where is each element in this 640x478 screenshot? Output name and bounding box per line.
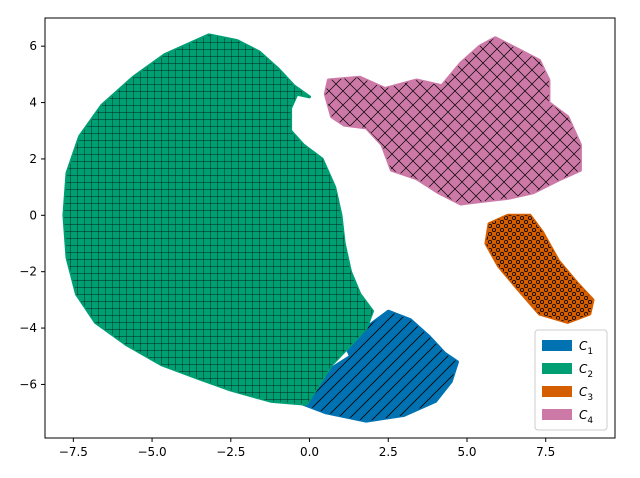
x-tick-label: −7.5 bbox=[59, 445, 88, 459]
x-tick-label: 5.0 bbox=[457, 445, 476, 459]
legend-swatch-c2 bbox=[542, 363, 572, 374]
legend: C1 C2 C3 C4 bbox=[534, 329, 608, 431]
y-tick-label: −4 bbox=[19, 321, 37, 335]
x-axis: −7.5 −5.0 −2.5 0.0 2.5 5.0 7.5 bbox=[59, 438, 555, 459]
legend-swatch-c1 bbox=[542, 340, 572, 351]
x-tick-label: −5.0 bbox=[138, 445, 167, 459]
x-tick-label: 7.5 bbox=[536, 445, 555, 459]
cluster-hatch-c1 bbox=[300, 311, 458, 422]
y-tick-label: 6 bbox=[29, 39, 37, 53]
legend-swatch-c4 bbox=[542, 409, 572, 420]
legend-box bbox=[534, 329, 608, 431]
cluster-hatch-c4 bbox=[325, 37, 581, 205]
cluster-hatch-c3 bbox=[485, 215, 593, 323]
x-tick-label: 2.5 bbox=[379, 445, 398, 459]
cluster-regions bbox=[62, 33, 595, 423]
y-tick-label: 4 bbox=[29, 96, 37, 110]
legend-swatch-c3 bbox=[542, 386, 572, 397]
legend-label-c4: C4 bbox=[579, 408, 593, 426]
y-tick-label: 0 bbox=[29, 208, 37, 222]
plot-frame bbox=[44, 17, 616, 439]
legend-label-c1: C1 bbox=[579, 339, 593, 357]
x-tick-label: 0.0 bbox=[300, 445, 319, 459]
legend-label-c2: C2 bbox=[579, 362, 593, 380]
legend-label-c3: C3 bbox=[579, 385, 593, 403]
y-tick-label: 2 bbox=[29, 152, 37, 166]
x-tick-label: −2.5 bbox=[216, 445, 245, 459]
cluster-hatch-c2 bbox=[63, 34, 373, 405]
y-tick-label: −6 bbox=[19, 377, 37, 391]
y-axis: −6 −4 −2 0 2 4 6 bbox=[19, 39, 45, 391]
y-tick-label: −2 bbox=[19, 265, 37, 279]
